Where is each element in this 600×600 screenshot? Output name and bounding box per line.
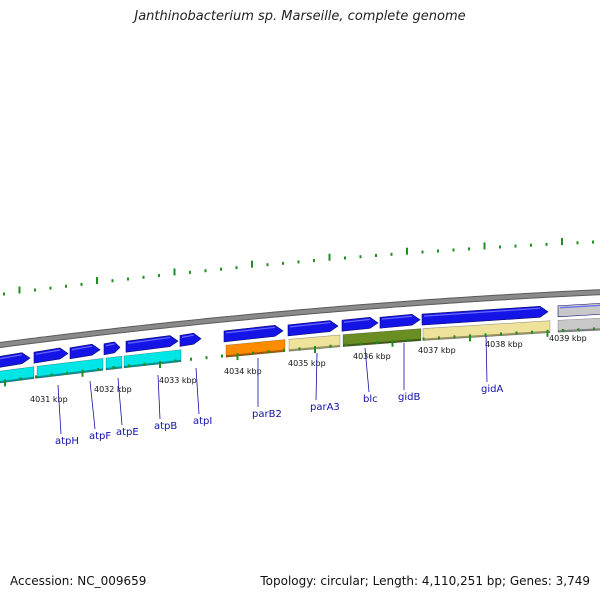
gene-label-parB2: parB2 bbox=[252, 409, 282, 420]
category-band bbox=[557, 317, 600, 333]
kbp-label: 4033 kbp bbox=[159, 376, 197, 385]
forward-gene-arrow bbox=[379, 313, 421, 329]
gene-label-atpF: atpF bbox=[89, 431, 111, 442]
forward-gene-arrow bbox=[69, 343, 101, 360]
forward-gene-highlight bbox=[225, 326, 276, 334]
category-band-shadow bbox=[36, 368, 104, 379]
kbp-label: 4036 kbp bbox=[353, 352, 391, 361]
gene-leader-line bbox=[485, 335, 488, 383]
forward-gene-arrow bbox=[287, 320, 339, 337]
gene-label-gidA: gidA bbox=[481, 384, 503, 395]
gene-label-atpH: atpH bbox=[55, 436, 79, 447]
category-band bbox=[0, 366, 35, 384]
gene-labels: atpH atpF atpE atpB atpI parB2 parA3 blc gidB gid… bbox=[55, 335, 503, 447]
category-band bbox=[105, 355, 123, 371]
forward-gene-highlight bbox=[381, 315, 413, 320]
forward-gene-highlight bbox=[559, 304, 600, 309]
gene-leader-line bbox=[157, 374, 161, 420]
gene-leader-line bbox=[57, 384, 62, 435]
forward-gene-highlight bbox=[35, 349, 61, 355]
forward-gene-arrow bbox=[421, 305, 549, 326]
category-band bbox=[123, 349, 182, 369]
forward-gene-arrow bbox=[0, 352, 31, 368]
gene-label-parA3: parA3 bbox=[310, 402, 340, 413]
kbp-label: 4035 kbp bbox=[288, 359, 326, 368]
forward-gene-highlight bbox=[181, 334, 194, 338]
category-band-shadow bbox=[225, 349, 286, 358]
genome-summary-text: Topology: circular; Length: 4,110,251 bp… bbox=[260, 574, 590, 588]
gene-leader-line bbox=[315, 352, 318, 401]
gene-leader-line bbox=[117, 377, 123, 426]
outer-tick-ring bbox=[3, 238, 594, 296]
map-title: Janthinobacterium sp. Marseille, complet… bbox=[134, 9, 466, 24]
backbone-line bbox=[0, 290, 600, 348]
kbp-label: 4032 kbp bbox=[94, 385, 132, 394]
category-band-shadow bbox=[0, 376, 35, 384]
gene-leader-line bbox=[364, 347, 370, 393]
gene-label-gidB: gidB bbox=[398, 392, 420, 403]
forward-gene-highlight bbox=[343, 318, 371, 323]
gene-label-blc: blc bbox=[363, 394, 378, 405]
forward-gene-highlight bbox=[71, 345, 93, 351]
gene-label-atpE: atpE bbox=[116, 427, 139, 438]
forward-gene-arrow bbox=[125, 335, 179, 353]
forward-gene-arrow bbox=[179, 332, 202, 347]
kbp-label: 4031 kbp bbox=[30, 395, 68, 404]
gene-leader-line bbox=[195, 367, 200, 415]
genome-backbone bbox=[0, 289, 600, 349]
gene-label-atpI: atpI bbox=[193, 416, 212, 427]
gene-label-atpB: atpB bbox=[154, 421, 177, 432]
forward-gene-highlight bbox=[289, 321, 331, 328]
category-band bbox=[36, 358, 104, 379]
forward-strand-genes bbox=[0, 303, 600, 368]
gene-leader-line bbox=[89, 380, 96, 430]
kbp-label: 4039 kbp bbox=[549, 334, 587, 343]
accession-text: Accession: NC_009659 bbox=[10, 574, 147, 588]
inner-tick-ring bbox=[4, 327, 595, 387]
forward-gene-arrow bbox=[223, 325, 284, 343]
kbp-label: 4038 kbp bbox=[485, 340, 523, 349]
forward-gene-highlight bbox=[423, 307, 541, 317]
forward-gene-highlight bbox=[105, 343, 115, 347]
category-band-shadow bbox=[557, 328, 600, 333]
forward-gene-arrow bbox=[341, 317, 379, 332]
category-band-shadow bbox=[123, 359, 182, 368]
kbp-label: 4037 kbp bbox=[418, 346, 456, 355]
forward-gene-highlight bbox=[127, 336, 171, 344]
forward-gene-arrow bbox=[33, 347, 69, 364]
forward-gene-highlight bbox=[0, 354, 23, 360]
category-band bbox=[288, 334, 341, 352]
kbp-scale-labels: 4031 kbp 4032 kbp 4033 kbp 4034 kbp 4035 kbp… bbox=[30, 334, 587, 404]
kbp-label: 4034 kbp bbox=[224, 367, 262, 376]
